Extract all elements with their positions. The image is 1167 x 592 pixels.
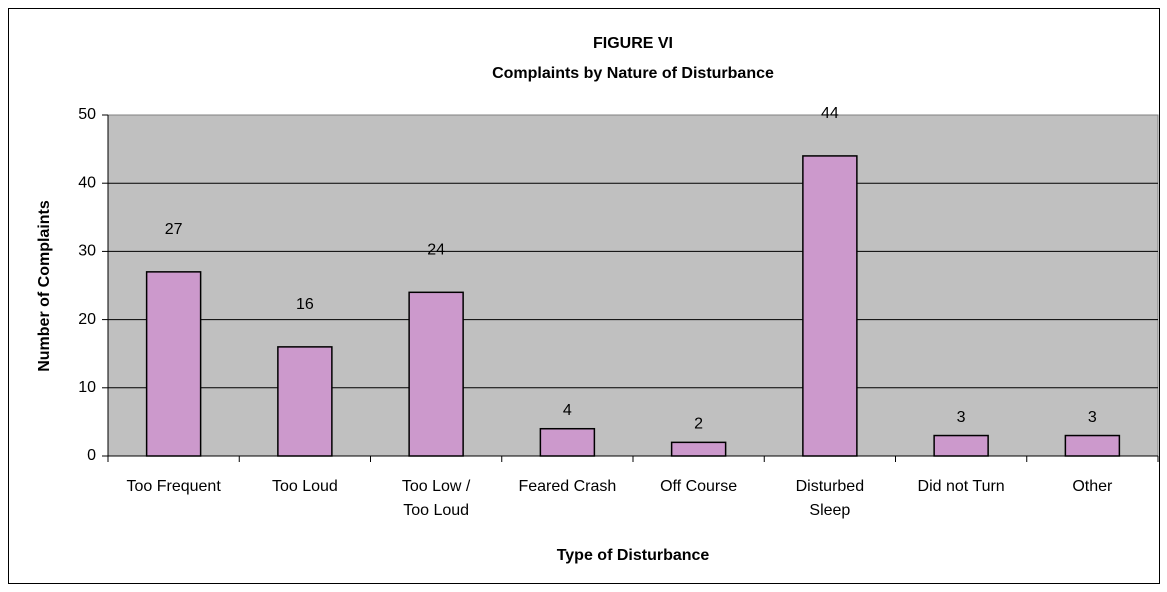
y-tick-label: 50: [78, 106, 96, 123]
x-tick-label: Feared Crash: [518, 478, 616, 495]
y-tick-label: 30: [78, 243, 96, 260]
y-axis-label: Number of Complaints: [36, 200, 53, 372]
data-label: 24: [427, 242, 445, 259]
data-label: 16: [296, 296, 314, 313]
chart-title: FIGURE VI: [593, 35, 673, 52]
x-tick-label: Other: [1072, 478, 1113, 495]
data-label: 4: [563, 402, 572, 419]
bar: [539, 427, 596, 457]
data-label: 3: [1088, 409, 1097, 426]
x-axis-label: Type of Disturbance: [557, 547, 710, 564]
bar: [408, 291, 464, 457]
x-tick-label: Too Loud: [272, 478, 338, 495]
x-tick-label: Too Frequent: [126, 478, 221, 495]
y-tick-label: 10: [78, 379, 96, 396]
bar: [802, 155, 858, 457]
data-label: 2: [694, 416, 703, 433]
x-tick-label: Did not Turn: [918, 478, 1005, 495]
y-tick-label: 40: [78, 174, 96, 191]
bar: [670, 441, 727, 457]
chart-subtitle: Complaints by Nature of Disturbance: [492, 65, 774, 82]
y-tick-label: 0: [87, 447, 96, 464]
x-tick-label: Off Course: [660, 478, 737, 495]
data-label: 44: [821, 105, 839, 122]
bar: [145, 271, 202, 457]
x-tick-label: Too Low / Too Loud: [402, 478, 471, 519]
bar: [933, 434, 989, 457]
data-label: 27: [165, 221, 183, 238]
plot-area: [107, 114, 1159, 457]
x-tick-label: Disturbed Sleep: [796, 478, 864, 519]
bar: [1064, 434, 1121, 457]
y-tick-label: 20: [78, 311, 96, 328]
bar: [277, 346, 333, 457]
data-label: 3: [957, 409, 966, 426]
